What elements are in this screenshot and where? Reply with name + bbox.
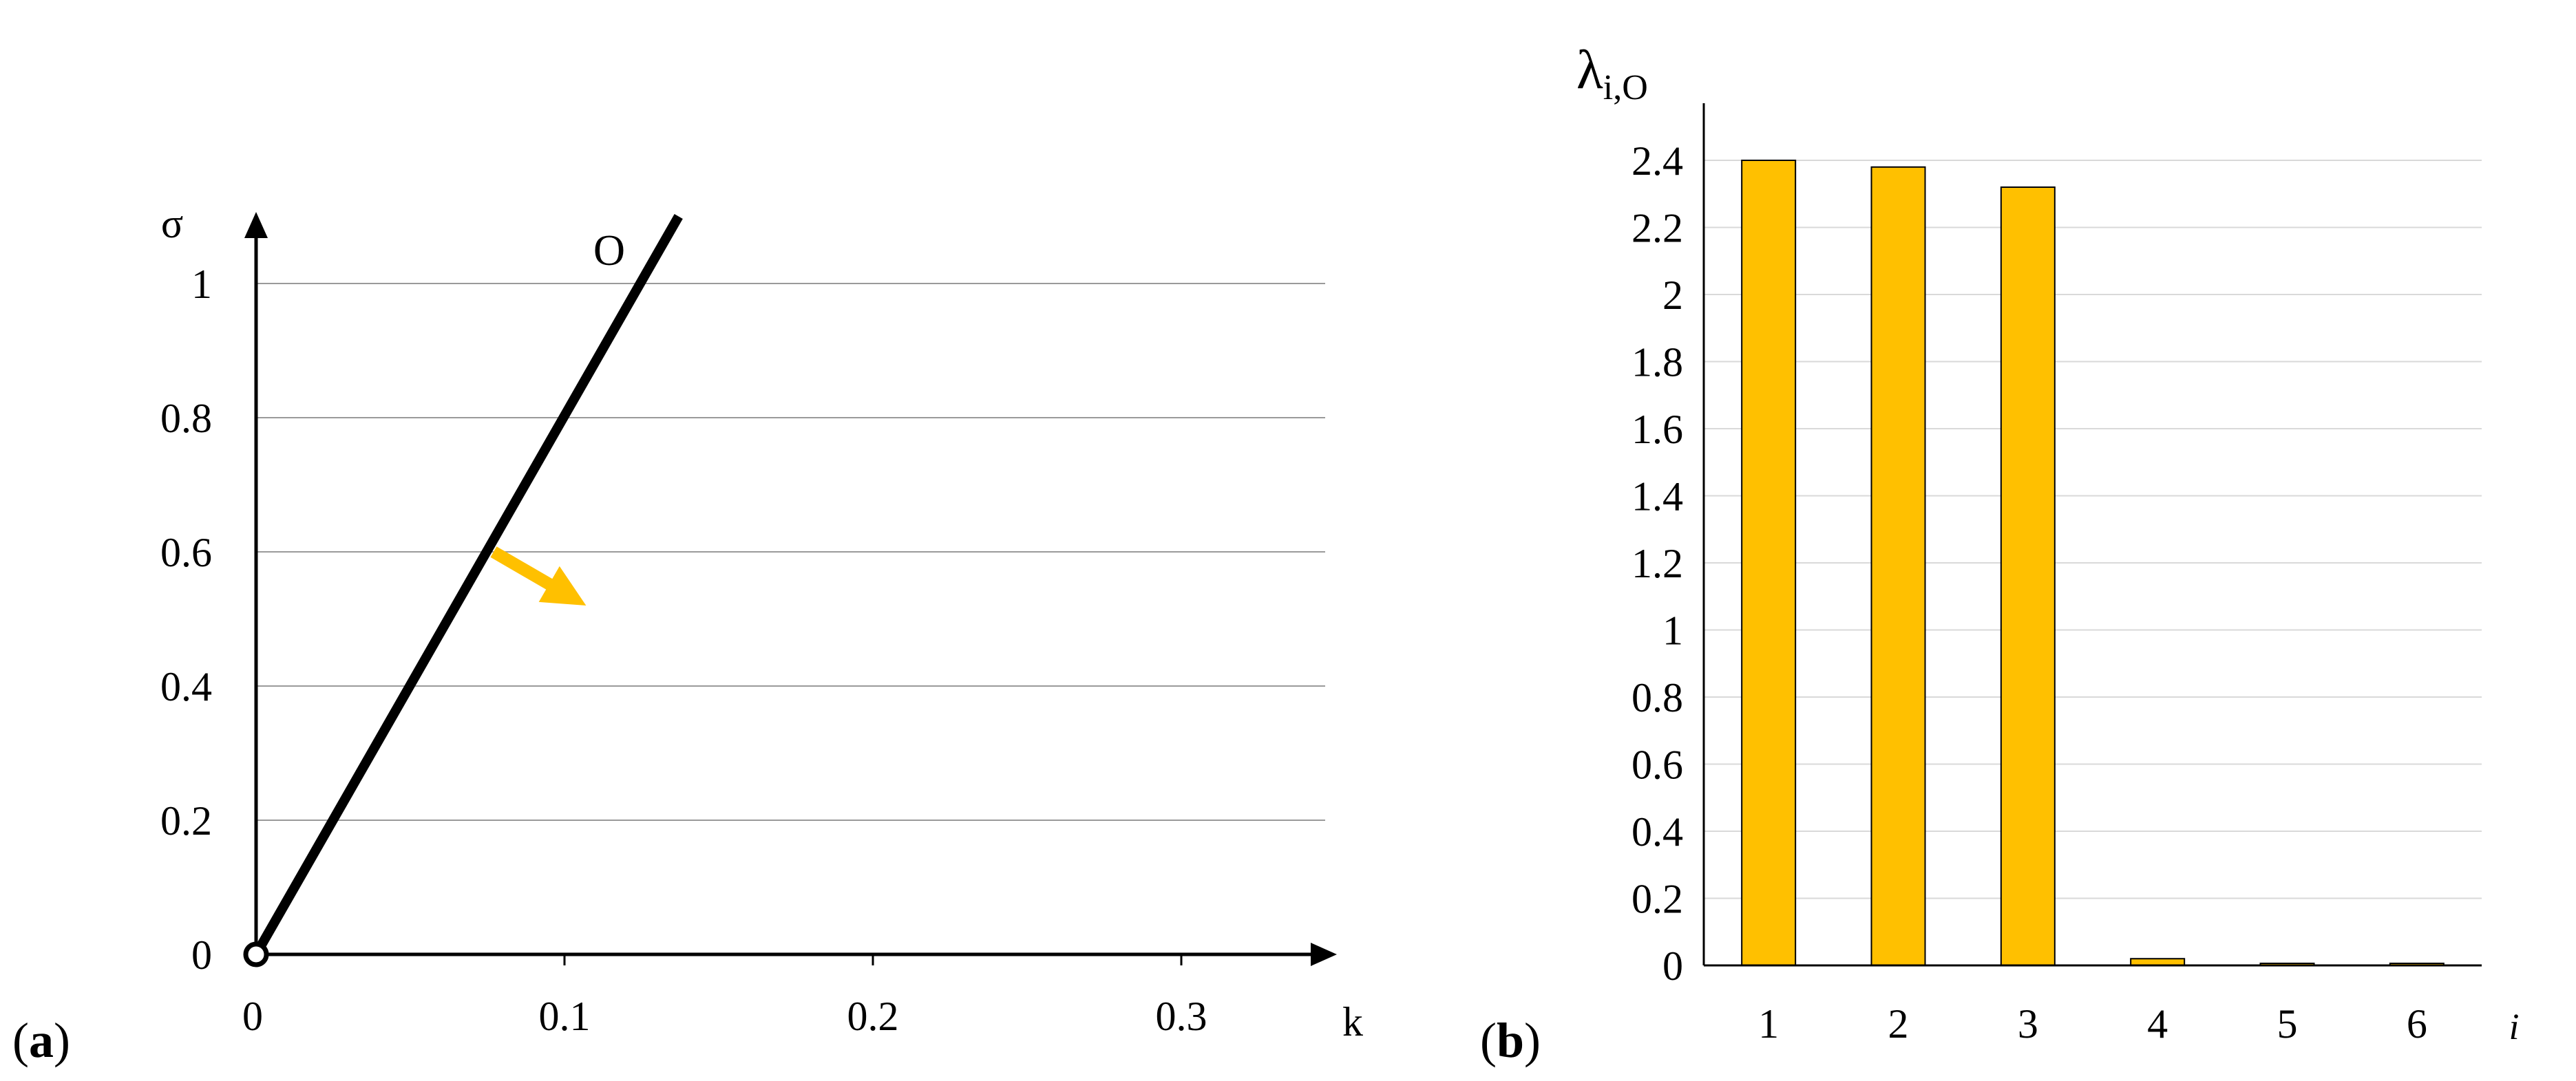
panel-b-bar-chart: 0 0.2 0.4 0.6 0.8 1 1.2 1.4 1.6 1.8 2 2.2 2.4 1 2 3 4 5 6… [1480,40,2520,1068]
panel-a-y-tick-label: 0.2 [160,798,212,844]
panel-b-y-tick-label: 2.4 [1632,138,1683,184]
panel-b-y-tick-label: 0 [1662,943,1683,989]
panel-b-y-tick-label: 0.2 [1632,877,1683,922]
panel-a-y-tick-label: 1 [191,261,212,307]
panel-b-y-tick-labels: 0 0.2 0.4 0.6 0.8 1 1.2 1.4 1.6 1.8 2 2.2 2.4 [1632,138,1683,989]
panel-a-gridlines [256,283,1325,821]
panel-a-y-tick-label: 0.6 [160,530,212,575]
panel-b-x-tick-label: 2 [1888,1001,1909,1047]
panel-b-bar [1741,160,1797,966]
panel-a-x-tick-labels: 0 0.1 0.2 0.3 [242,994,1207,1039]
panel-b-gridlines [1704,160,2482,899]
panel-a-x-tick-label: 0.3 [1156,994,1207,1039]
panel-a-line-chart: 0 0.2 0.4 0.6 0.8 1 0 0.1 0.2 0.3 σ k O (a) [12,201,1363,1068]
panel-a-y-axis-arrowhead [244,212,268,238]
panel-a-axes [244,212,1337,966]
panel-a-x-axis-label: k [1342,999,1363,1045]
panel-a-y-tick-label: 0 [191,932,212,978]
panel-b-x-axis-label: i [2509,1006,2519,1047]
panel-b-y-tick-label: 0.4 [1632,809,1683,855]
panel-b-bar [2000,186,2056,966]
panel-b-y-tick-label: 2.2 [1632,206,1683,251]
panel-a-y-tick-labels: 0 0.2 0.4 0.6 0.8 1 [160,261,212,978]
panel-b-x-tick-label: 5 [2277,1001,2298,1047]
panel-a-y-tick-label: 0.8 [160,396,212,441]
panel-b-y-tick-label: 1 [1662,608,1683,654]
panel-b-y-tick-label: 1.4 [1632,474,1683,520]
panel-b-label: (b) [1480,1013,1541,1068]
panel-a-x-tick-label: 0.1 [539,994,591,1039]
panel-a-direction-arrow [490,546,587,606]
panel-a-y-tick-label: 0.4 [160,664,212,709]
panel-b-y-tick-label: 1.8 [1632,340,1683,385]
panel-a-x-tick-label: 0 [242,994,263,1039]
panel-a-series-label-O: O [593,226,625,275]
panel-b-bars [1741,160,2445,966]
panel-a-y-axis-label: σ [161,201,183,246]
panel-a-series [243,214,683,967]
panel-b-x-tick-label: 6 [2407,1001,2427,1047]
panel-a-series-line-O [251,214,683,957]
panel-b-x-tick-label: 3 [2018,1001,2038,1047]
panel-b-y-tick-label: 0.8 [1632,675,1683,720]
panel-b-y-tick-label: 0.6 [1632,742,1683,788]
panel-a-x-tick-label: 0.2 [847,994,899,1039]
panel-a-x-axis-arrowhead [1311,943,1337,966]
panel-b-y-tick-label: 1.6 [1632,407,1683,452]
panel-b-y-tick-label: 1.2 [1632,541,1683,586]
panel-b-y-tick-label: 2 [1662,272,1683,318]
panel-b-x-tick-label: 1 [1758,1001,1779,1047]
panel-b-bar [1870,166,1926,966]
panel-b-x-tick-labels: 1 2 3 4 5 6 [1758,1001,2427,1047]
panel-b-x-tick-label: 4 [2147,1001,2168,1047]
panel-a-label: (a) [12,1013,70,1068]
panel-b-axes [1702,103,2482,967]
panel-b-y-axis-label: λi,O [1576,40,1648,107]
panel-a-origin-marker [243,941,269,967]
